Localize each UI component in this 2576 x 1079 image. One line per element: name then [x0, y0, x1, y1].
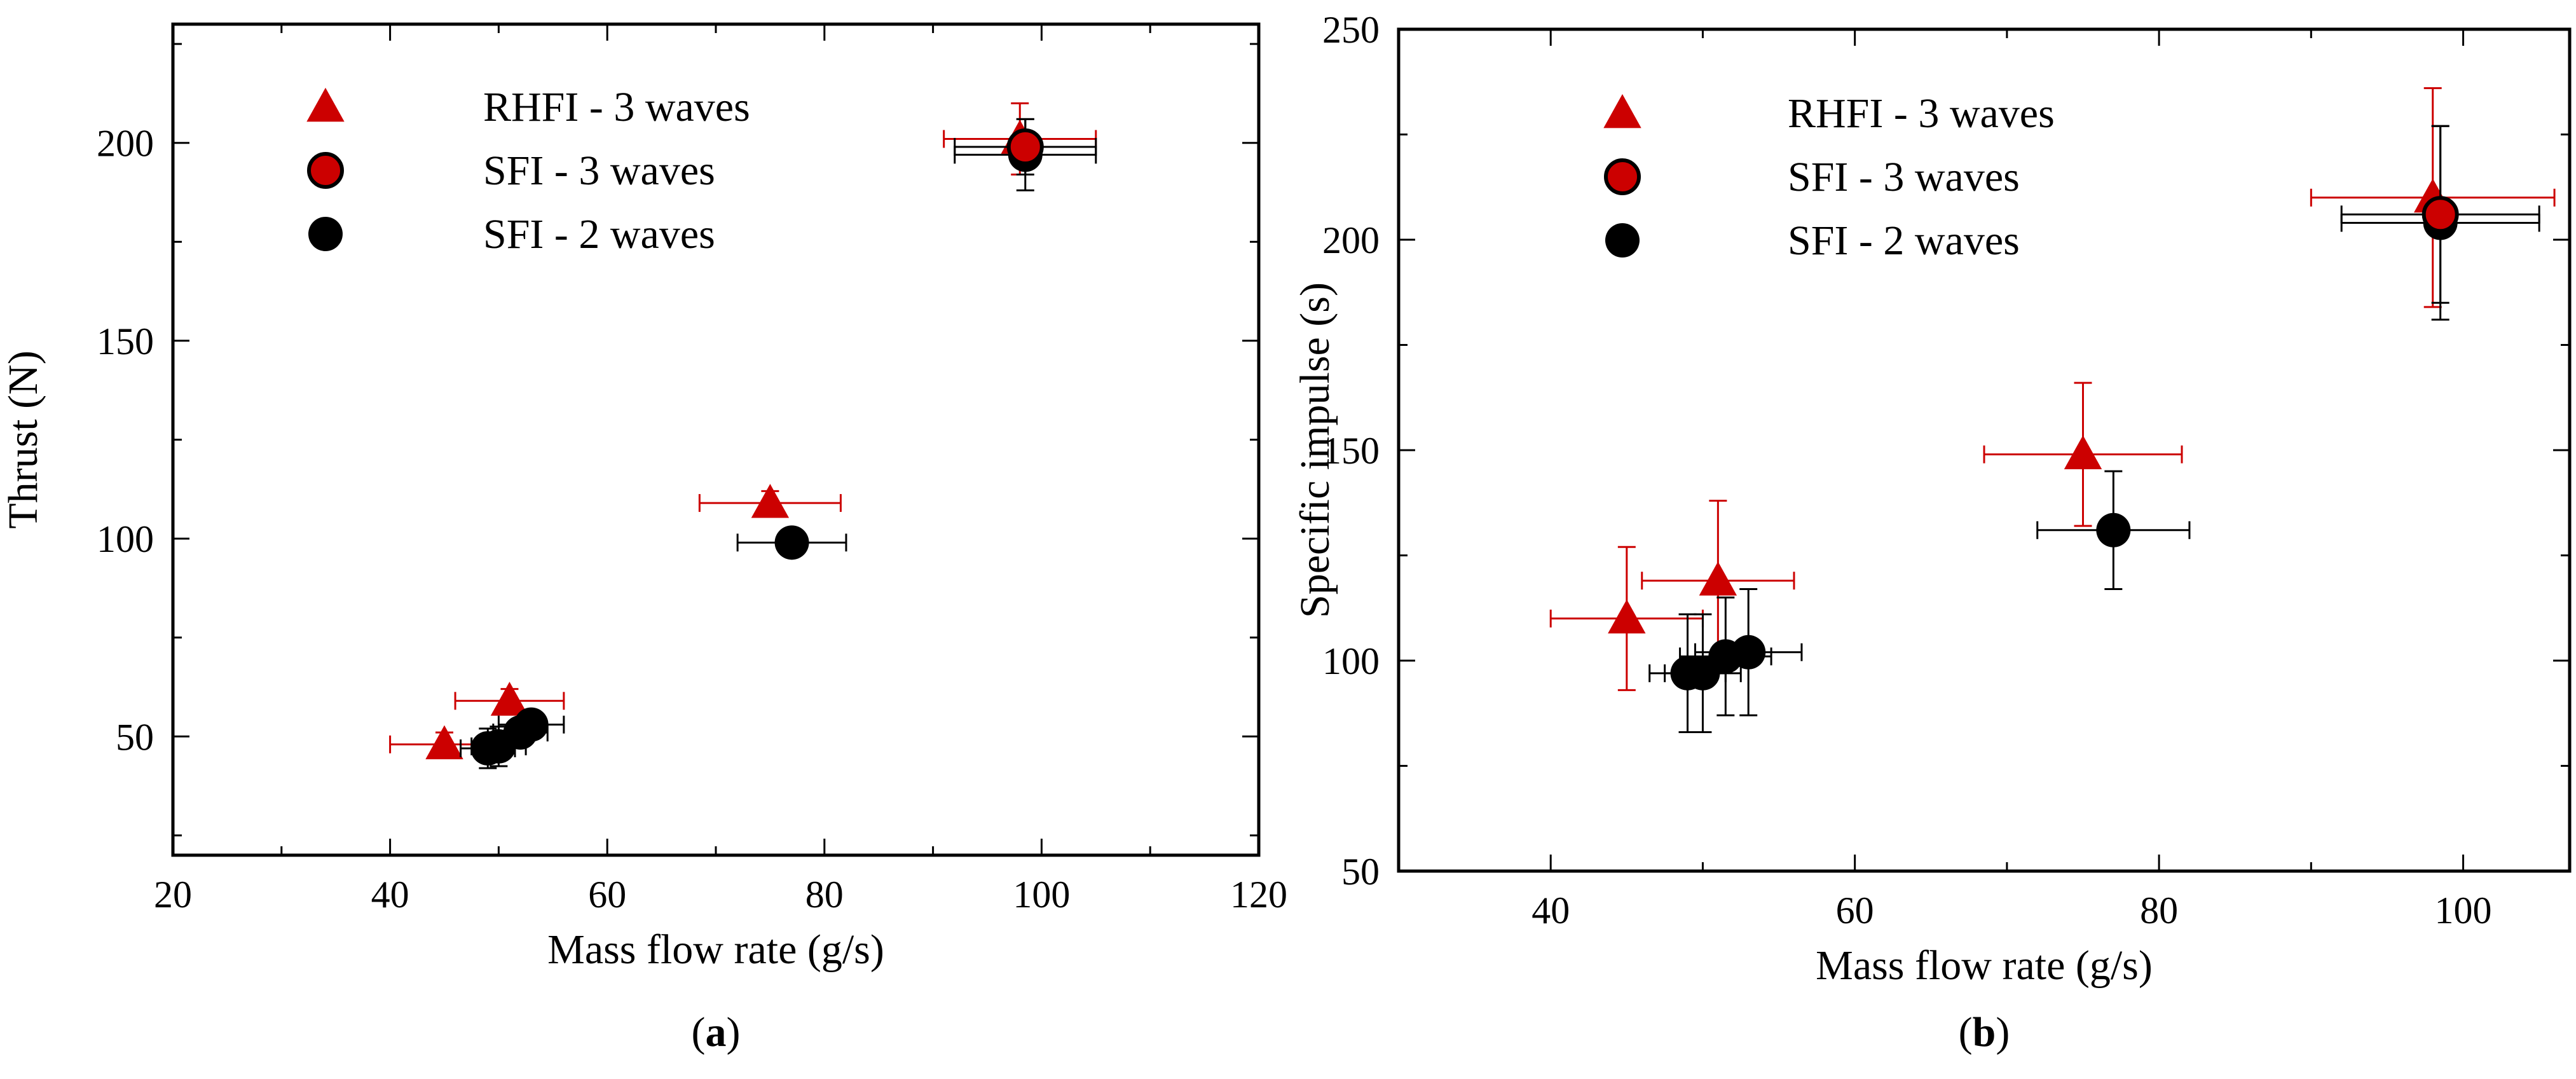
y-tick-label: 200 [1322, 219, 1380, 261]
y-axis-label: Thrust (N) [0, 350, 46, 528]
y-tick-label: 50 [1341, 851, 1380, 893]
data-point [751, 484, 790, 518]
legend-label: SFI - 3 waves [483, 148, 715, 194]
x-tick-label: 80 [2140, 890, 2178, 931]
data-point [425, 725, 463, 760]
data-point [2096, 512, 2131, 547]
y-tick-label: 100 [1322, 640, 1380, 682]
x-tick-label: 120 [1230, 874, 1287, 916]
x-axis-label: Mass flow rate (g/s) [1816, 942, 2153, 989]
legend-marker [1605, 223, 1640, 258]
legend-label: SFI - 3 waves [1788, 154, 2020, 200]
y-tick-label: 50 [116, 716, 154, 758]
legend-marker [308, 217, 343, 251]
x-tick-label: 40 [371, 874, 409, 916]
data-point [1699, 561, 1737, 596]
data-point [1731, 635, 1766, 670]
legend-marker [306, 87, 345, 122]
x-tick-label: 40 [1531, 890, 1570, 931]
x-tick-label: 60 [588, 874, 626, 916]
x-tick-label: 100 [1013, 874, 1070, 916]
legend-marker [1603, 93, 1641, 128]
data-point [1608, 599, 1646, 634]
legend-label: RHFI - 3 waves [1788, 90, 2055, 137]
panel-a-thrust-chart: 20 40 60 80 100 120 50 100 150 200 Mass flow rate … [0, 22, 1287, 1055]
y-tick-label: 150 [1322, 430, 1380, 472]
legend-label: RHFI - 3 waves [483, 84, 750, 130]
panel-caption: (a) [692, 1009, 741, 1055]
legend-marker [307, 152, 344, 189]
y-tick-label: 100 [97, 518, 154, 560]
legend-label: SFI - 2 waves [483, 211, 715, 258]
data-point [1006, 128, 1044, 165]
x-tick-label: 80 [805, 874, 844, 916]
y-axis-label: Specific impulse (s) [1292, 282, 1338, 618]
legend-label: SFI - 2 waves [1788, 217, 2020, 264]
x-tick-label: 20 [154, 874, 192, 916]
legend-marker [1604, 158, 1641, 195]
y-tick-label: 150 [97, 320, 154, 362]
data-point [774, 525, 809, 560]
data-point [2422, 196, 2459, 233]
data-point [514, 707, 549, 742]
x-tick-label: 60 [1836, 890, 1874, 931]
y-tick-label: 250 [1322, 9, 1380, 51]
x-axis-label: Mass flow rate (g/s) [547, 926, 884, 973]
panel-caption: (b) [1959, 1009, 2010, 1055]
y-tick-label: 200 [97, 123, 154, 165]
data-point [490, 682, 529, 716]
panel-b-specific-impulse-chart: 40 60 80 100 50 100 150 200 250 Mass flow rate (g… [1292, 9, 2572, 1055]
x-tick-label: 100 [2435, 890, 2492, 931]
data-point [2064, 435, 2102, 470]
